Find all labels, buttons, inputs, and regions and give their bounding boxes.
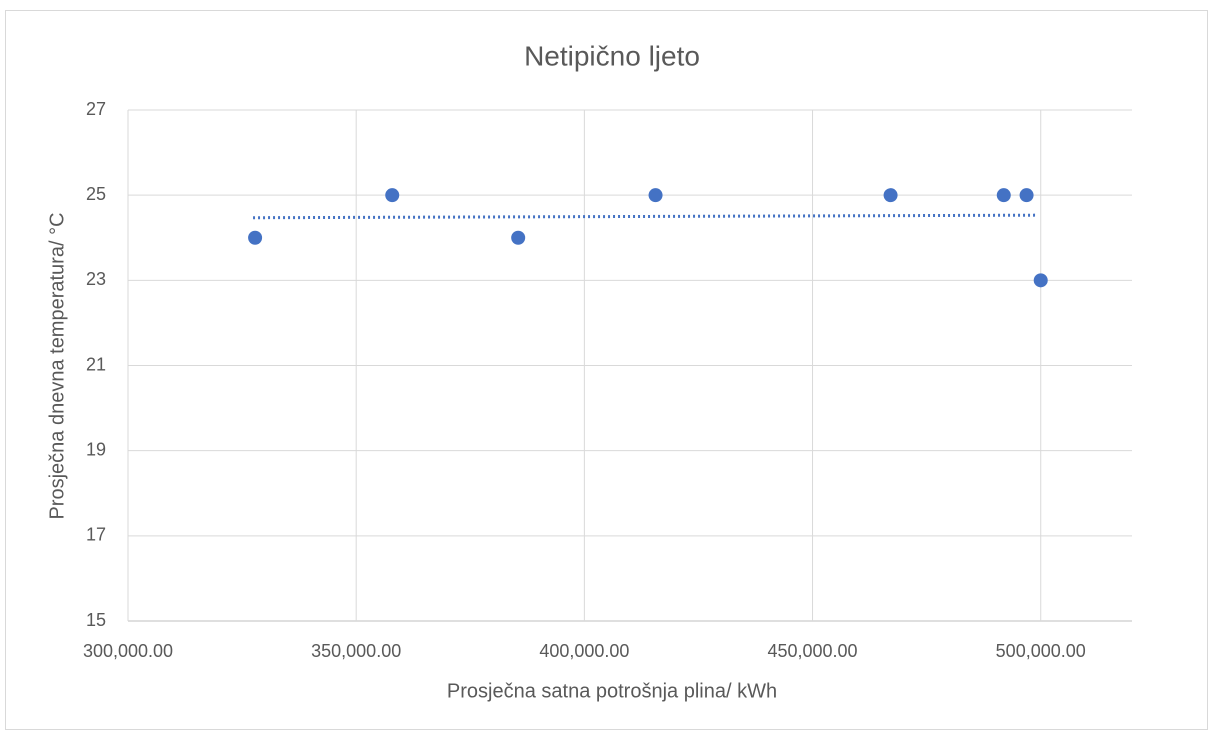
scatter-point [1019, 188, 1034, 203]
x-tick-label: 350,000.00 [311, 641, 401, 661]
scatter-point [511, 230, 526, 245]
scatter-point [1033, 273, 1048, 288]
y-tick-label: 27 [86, 99, 106, 119]
y-tick-label: 21 [86, 354, 106, 374]
chart-title: Netipično ljeto [524, 40, 700, 71]
y-tick-label: 15 [86, 610, 106, 630]
trendline [253, 213, 1036, 220]
y-axis-title: Prosječna dnevna temperatura/ °C [46, 212, 68, 519]
scatter-point [883, 188, 898, 203]
scatter-point [648, 188, 663, 203]
x-axis-title: Prosječna satna potrošnja plina/ kWh [447, 680, 777, 702]
y-tick-label: 17 [86, 525, 106, 545]
x-tick-label: 500,000.00 [996, 641, 1086, 661]
chart-frame [5, 10, 1208, 730]
x-tick-label: 450,000.00 [767, 641, 857, 661]
x-tick-label: 400,000.00 [539, 641, 629, 661]
scatter-point [996, 188, 1011, 203]
y-tick-label: 23 [86, 269, 106, 289]
scatter-point [385, 188, 400, 203]
scatter-point [248, 230, 263, 245]
y-tick-label: 19 [86, 439, 106, 459]
y-tick-label: 25 [86, 184, 106, 204]
x-tick-label: 300,000.00 [83, 641, 173, 661]
